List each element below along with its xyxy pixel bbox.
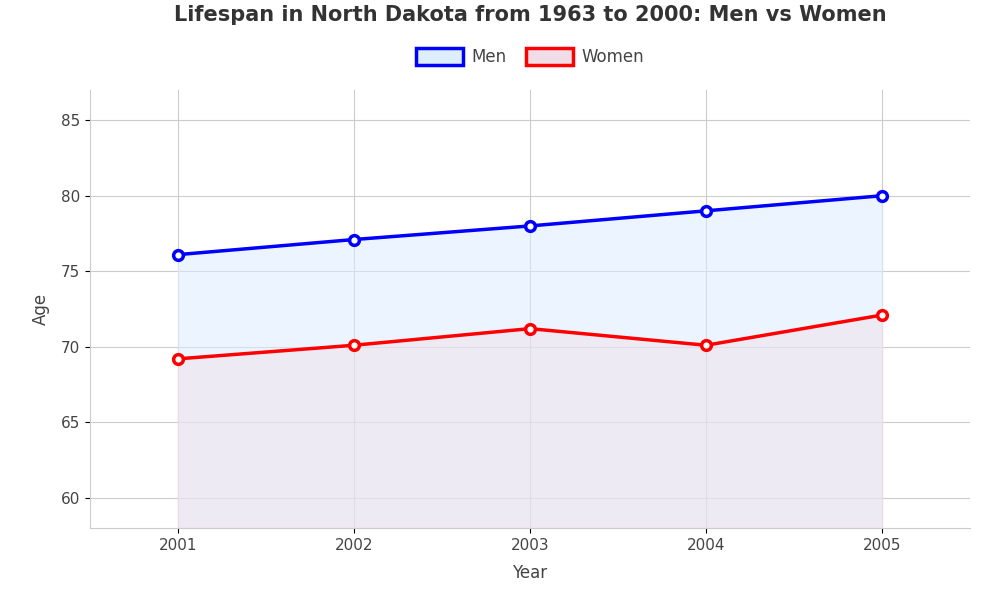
Title: Lifespan in North Dakota from 1963 to 2000: Men vs Women: Lifespan in North Dakota from 1963 to 20… (174, 5, 886, 25)
Y-axis label: Age: Age (32, 293, 50, 325)
X-axis label: Year: Year (512, 564, 548, 582)
Legend: Men, Women: Men, Women (409, 41, 651, 73)
